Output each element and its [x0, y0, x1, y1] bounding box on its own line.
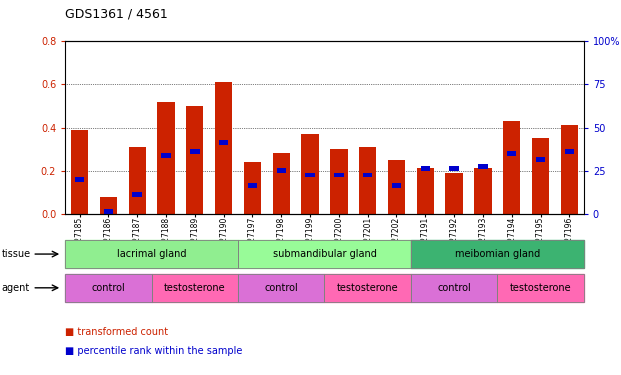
Bar	[503, 121, 520, 214]
Text: meibomian gland: meibomian gland	[455, 249, 540, 259]
Bar	[363, 172, 373, 177]
Bar	[273, 153, 290, 214]
Bar	[536, 158, 545, 162]
Bar	[420, 166, 430, 171]
Bar	[100, 196, 117, 214]
Text: ■ transformed count: ■ transformed count	[65, 327, 168, 337]
Bar	[132, 192, 142, 197]
Bar	[71, 130, 88, 214]
Bar	[75, 177, 84, 182]
Bar	[244, 162, 261, 214]
Bar	[301, 134, 319, 214]
Bar	[161, 153, 171, 158]
Bar	[507, 151, 517, 156]
Text: agent: agent	[2, 283, 30, 293]
Bar	[129, 147, 146, 214]
Bar	[306, 172, 315, 177]
Bar	[215, 82, 232, 214]
Bar	[561, 125, 578, 214]
Bar	[474, 168, 492, 214]
Bar	[104, 209, 113, 214]
Text: control: control	[437, 283, 471, 293]
Bar	[276, 168, 286, 173]
Text: ■ percentile rank within the sample: ■ percentile rank within the sample	[65, 346, 243, 355]
Bar	[359, 147, 376, 214]
Text: testosterone: testosterone	[337, 283, 399, 293]
Text: control: control	[91, 283, 125, 293]
Bar	[450, 166, 459, 171]
Bar	[248, 183, 257, 188]
Bar	[219, 140, 229, 145]
Bar	[190, 149, 199, 154]
Text: testosterone: testosterone	[164, 283, 225, 293]
Bar	[417, 168, 434, 214]
Bar	[564, 149, 574, 154]
Text: tissue: tissue	[2, 249, 31, 259]
Bar	[330, 149, 348, 214]
Bar	[157, 102, 175, 214]
Text: control: control	[265, 283, 298, 293]
Bar	[478, 164, 487, 169]
Bar	[388, 160, 405, 214]
Text: submandibular gland: submandibular gland	[273, 249, 376, 259]
Text: testosterone: testosterone	[510, 283, 571, 293]
Text: GDS1361 / 4561: GDS1361 / 4561	[65, 8, 168, 21]
Bar	[334, 172, 343, 177]
Bar	[392, 183, 401, 188]
Bar	[532, 138, 549, 214]
Bar	[186, 106, 204, 214]
Bar	[445, 173, 463, 214]
Text: lacrimal gland: lacrimal gland	[117, 249, 186, 259]
